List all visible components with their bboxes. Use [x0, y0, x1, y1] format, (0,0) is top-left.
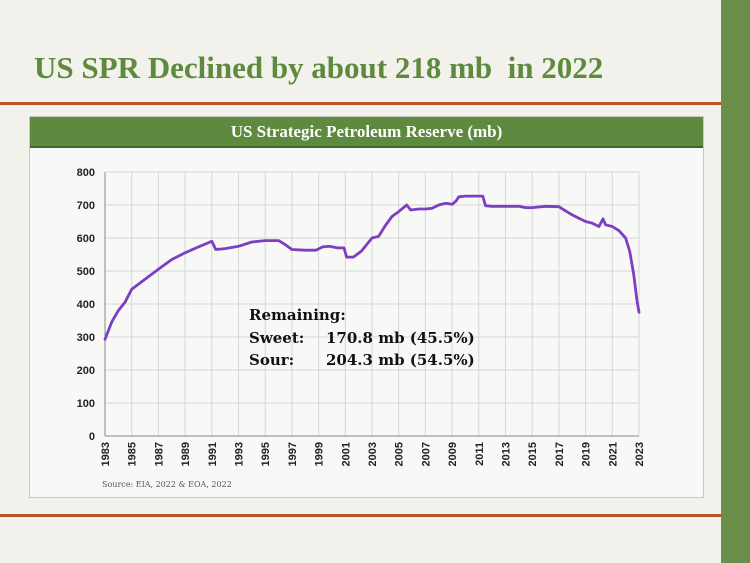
x-tick-label: 2011 — [474, 442, 486, 466]
x-tick-label: 2007 — [420, 442, 432, 466]
x-tick-label: 2019 — [581, 442, 593, 466]
x-tick-label: 2021 — [607, 442, 619, 466]
x-tick-label: 1997 — [287, 442, 299, 466]
y-tick-label: 0 — [89, 431, 95, 443]
x-tick-label: 2009 — [447, 442, 459, 466]
y-tick-label: 500 — [77, 266, 95, 278]
y-tick-label: 100 — [77, 398, 95, 410]
x-tick-label: 2001 — [340, 442, 352, 466]
chart-title: US Strategic Petroleum Reserve (mb) — [30, 117, 703, 148]
annotation-value: 170.8 mb (45.5%) — [326, 329, 475, 347]
y-tick-label: 400 — [77, 299, 95, 311]
y-tick-label: 300 — [77, 332, 95, 344]
x-tick-label: 1983 — [100, 442, 112, 466]
spr-inventory-line — [103, 194, 641, 341]
top-divider — [0, 102, 721, 105]
source-note: Source: EIA, 2022 & EOA, 2022 — [102, 480, 232, 489]
x-tick-label: 2013 — [501, 442, 513, 466]
annotation-label: Sour: — [249, 351, 294, 369]
x-tick-label: 1999 — [314, 442, 326, 466]
x-tick-label: 2017 — [554, 442, 566, 466]
chart-frame: US Strategic Petroleum Reserve (mb) 0 100… — [29, 116, 704, 498]
chart-plot: 0 100 200 300 400 500 600 700 800 1983 1985 1987 198… — [77, 167, 646, 489]
x-tick-label: 2003 — [367, 442, 379, 466]
x-tick-label: 2005 — [394, 442, 406, 466]
y-tick-label: 700 — [77, 200, 95, 212]
y-tick-label: 600 — [77, 233, 95, 245]
x-tick-label: 2015 — [527, 442, 539, 466]
x-tick-label: 1995 — [260, 442, 272, 466]
x-tick-label: 1991 — [207, 442, 219, 466]
x-tick-label: 1989 — [180, 442, 192, 466]
y-tick-label: 800 — [77, 167, 95, 179]
slide-title: US SPR Declined by about 218 mb in 2022 — [34, 50, 604, 85]
annotation-label: Sweet: — [249, 329, 304, 347]
x-tick-label: 2023 — [634, 442, 646, 466]
x-tick-label: 1985 — [127, 442, 139, 466]
slide-side-bar — [721, 0, 750, 563]
x-tick-label: 1993 — [234, 442, 246, 466]
annotation-heading: Remaining: — [249, 306, 346, 324]
y-tick-label: 200 — [77, 365, 95, 377]
bottom-divider — [0, 514, 721, 517]
x-tick-label: 1987 — [153, 442, 165, 466]
annotation-value: 204.3 mb (54.5%) — [326, 351, 475, 369]
